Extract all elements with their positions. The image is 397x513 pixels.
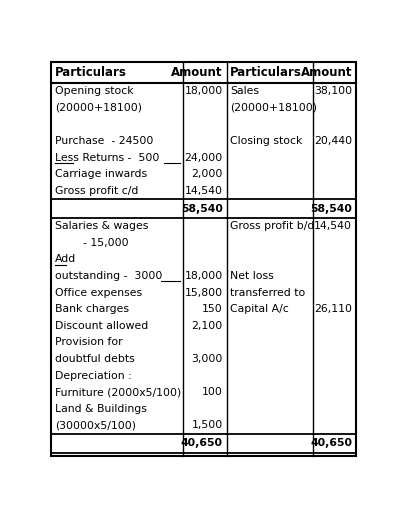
Text: Provision for: Provision for [55,338,123,347]
Text: 1,500: 1,500 [192,420,223,430]
Text: 20,440: 20,440 [314,136,352,146]
Text: Sales: Sales [230,86,259,96]
Text: Office expenses: Office expenses [55,288,142,298]
Text: Depreciation :: Depreciation : [55,370,131,381]
Text: 38,100: 38,100 [314,86,352,96]
Text: Land & Buildings: Land & Buildings [55,404,147,414]
Text: (20000+18100): (20000+18100) [230,103,317,113]
Text: Particulars: Particulars [55,66,127,79]
Text: 2,000: 2,000 [191,169,223,179]
Text: 18,000: 18,000 [185,86,223,96]
Text: Gross profit c/d: Gross profit c/d [55,186,138,196]
Text: Less Returns -  500: Less Returns - 500 [55,152,159,163]
Text: outstanding -  3000: outstanding - 3000 [55,271,162,281]
Text: Add: Add [55,254,76,265]
Text: (20000+18100): (20000+18100) [55,103,142,113]
Text: (30000x5/100): (30000x5/100) [55,420,136,430]
Text: 24,000: 24,000 [185,152,223,163]
Text: Salaries & wages: Salaries & wages [55,221,148,231]
Text: Capital A/c: Capital A/c [230,304,289,314]
Text: 3,000: 3,000 [191,354,223,364]
Text: 100: 100 [202,387,223,397]
Text: Carriage inwards: Carriage inwards [55,169,147,179]
Text: Net loss: Net loss [230,271,274,281]
Text: 40,650: 40,650 [181,438,223,448]
Text: Amount: Amount [301,66,352,79]
Text: Furniture (2000x5/100): Furniture (2000x5/100) [55,387,181,397]
Text: 14,540: 14,540 [314,221,352,231]
Text: Amount: Amount [172,66,223,79]
Text: Particulars: Particulars [230,66,302,79]
Text: 15,800: 15,800 [185,288,223,298]
Text: 2,100: 2,100 [192,321,223,331]
Text: Purchase  - 24500: Purchase - 24500 [55,136,153,146]
Text: doubtful debts: doubtful debts [55,354,135,364]
Text: 18,000: 18,000 [185,271,223,281]
Text: 14,540: 14,540 [185,186,223,196]
Text: Closing stock: Closing stock [230,136,303,146]
Text: Discount allowed: Discount allowed [55,321,148,331]
Text: 58,540: 58,540 [310,204,352,213]
Text: 150: 150 [202,304,223,314]
Text: transferred to: transferred to [230,288,305,298]
Text: 26,110: 26,110 [314,304,352,314]
Text: Gross profit b/d: Gross profit b/d [230,221,314,231]
Text: 58,540: 58,540 [181,204,223,213]
Text: Bank charges: Bank charges [55,304,129,314]
Text: - 15,000: - 15,000 [55,238,129,248]
Text: Opening stock: Opening stock [55,86,133,96]
Text: 40,650: 40,650 [310,438,352,448]
